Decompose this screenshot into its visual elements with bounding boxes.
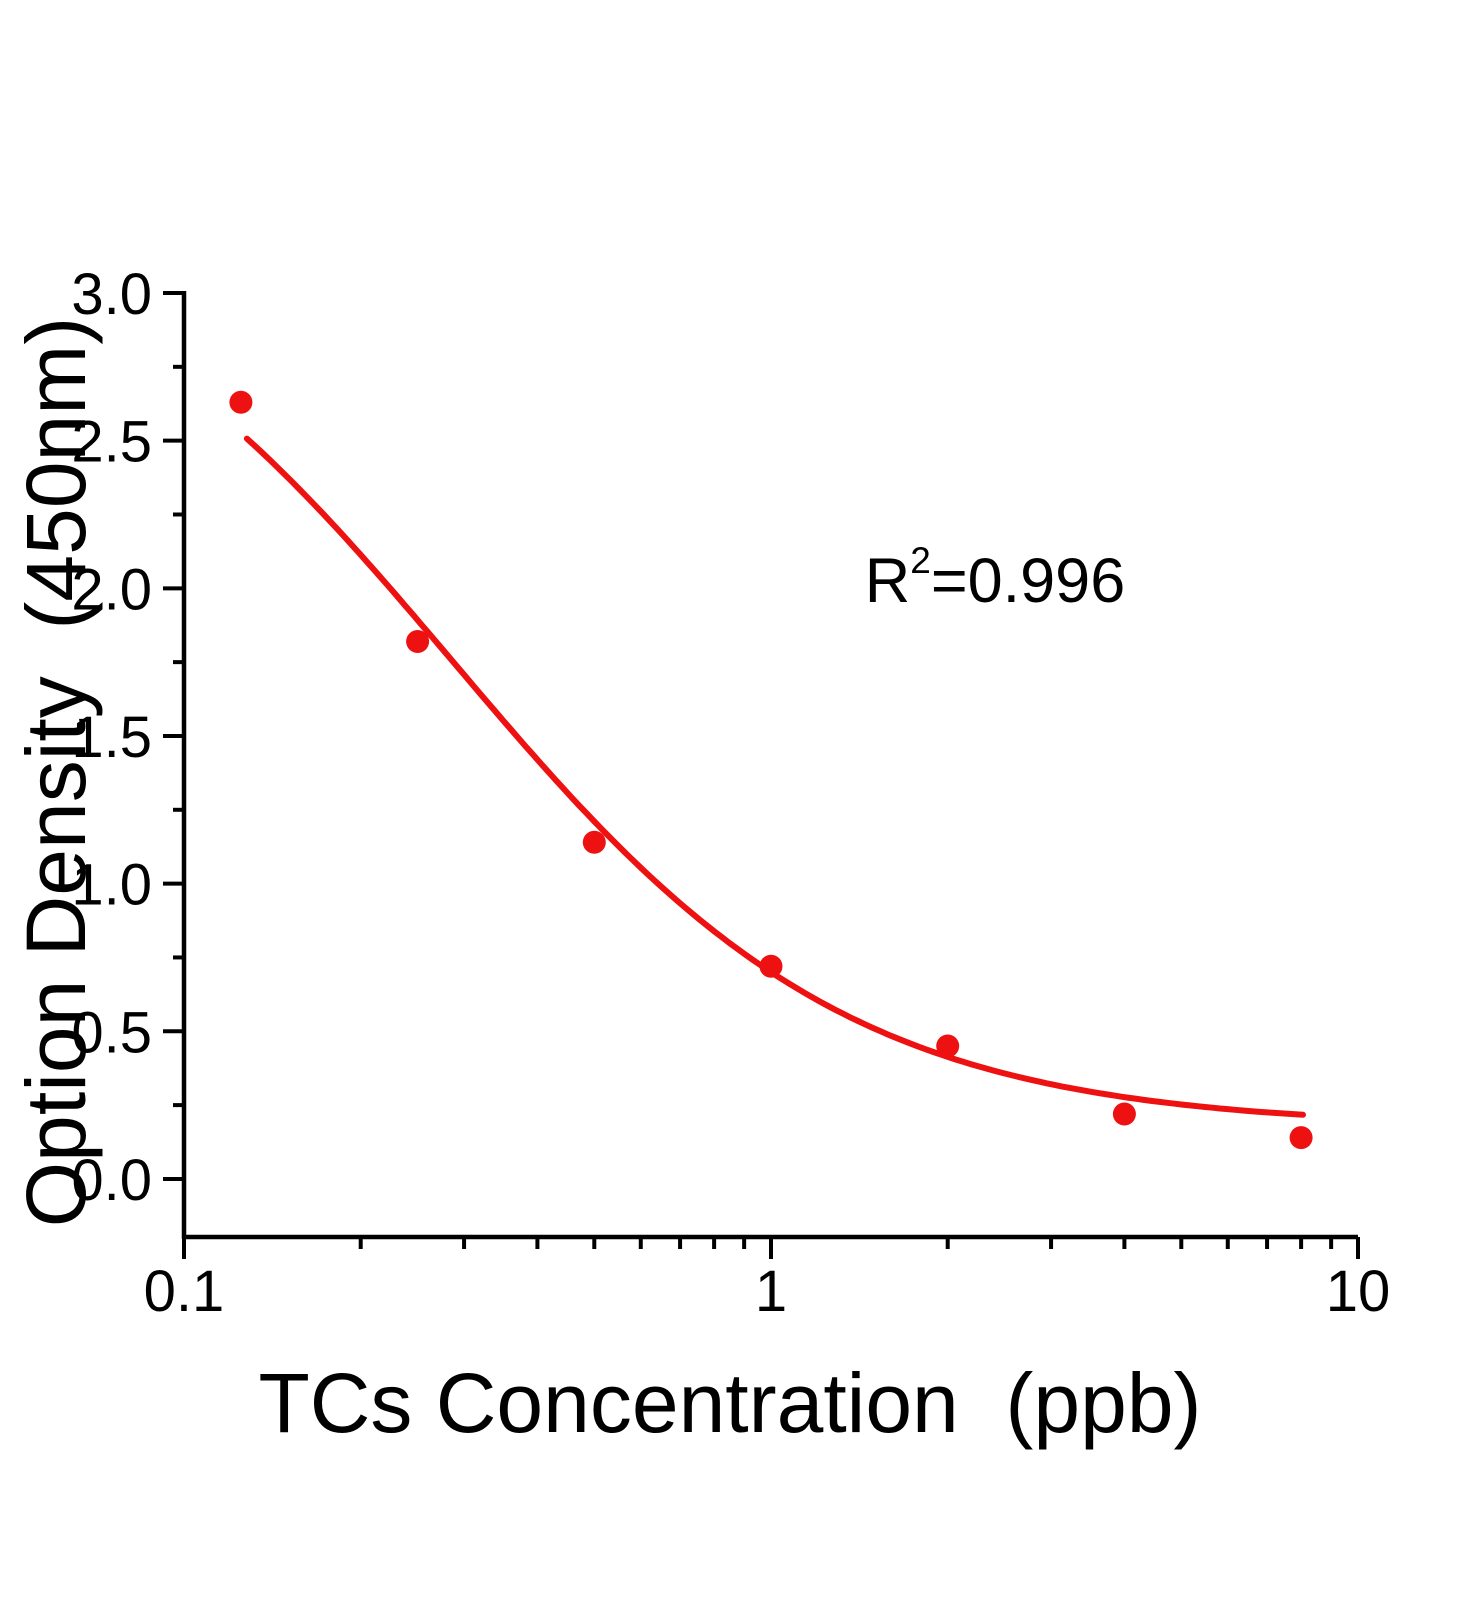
tick-marks <box>163 291 1360 1259</box>
data-point <box>406 630 430 653</box>
r-squared-base: R <box>865 546 911 616</box>
y-tick-label: 1.0 <box>71 853 152 918</box>
data-point <box>1112 1102 1136 1126</box>
y-tick-label: 1.5 <box>71 705 152 770</box>
data-point <box>582 830 606 854</box>
y-tick-label: 0.0 <box>71 1148 152 1213</box>
tick-labels: 0.1 1 10 0.0 0.5 1.0 1.5 2.0 2.5 3.0 <box>71 262 1390 1324</box>
data-point <box>759 954 783 978</box>
y-tick-label: 0.5 <box>71 1000 152 1065</box>
data-point <box>1289 1126 1313 1150</box>
fit-curve-line <box>243 435 1306 1118</box>
y-axis-title: Option Density (450nm) <box>9 317 103 1227</box>
y-tick-label: 2.0 <box>71 557 152 622</box>
data-point <box>229 390 253 414</box>
data-point <box>936 1034 960 1058</box>
fit-curve <box>243 435 1306 1118</box>
x-tick-label: 10 <box>1326 1259 1391 1324</box>
x-tick-label: 1 <box>755 1259 787 1324</box>
x-axis-title: TCs Concentration (ppb) <box>258 1356 1201 1450</box>
x-tick-label: 0.1 <box>144 1259 225 1324</box>
r-squared-exponent: 2 <box>910 540 931 581</box>
r-squared-annotation: R2=0.996 <box>865 540 1126 616</box>
y-tick-label: 3.0 <box>71 262 152 327</box>
r-squared-value: =0.996 <box>931 546 1125 616</box>
y-tick-label: 2.5 <box>71 410 152 475</box>
axes <box>181 291 1358 1240</box>
data-points <box>229 390 1313 1150</box>
